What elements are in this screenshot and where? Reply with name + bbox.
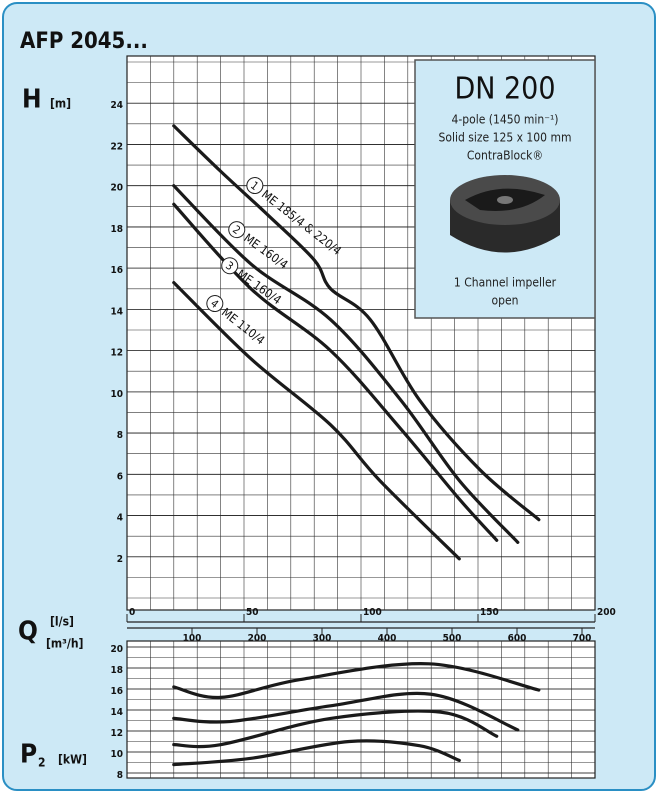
curve: [172, 662, 541, 700]
x2-tick-label: 300: [313, 633, 332, 644]
y-tick-label: 8: [117, 430, 123, 441]
curve: [172, 184, 520, 544]
y-tick-label: 8: [117, 770, 123, 781]
y-tick-label: 4: [117, 513, 123, 524]
info-line: Solid size 125 x 100 mm: [438, 131, 571, 145]
x-tick-label: 200: [597, 607, 616, 618]
y-axis-subscript: 2: [38, 756, 46, 770]
y-tick-label: 24: [110, 100, 123, 111]
x-tick-label: 50: [246, 607, 259, 618]
y-tick-label: 12: [110, 348, 123, 359]
y-tick-label: 18: [110, 224, 123, 235]
x-axis-unit: [l/s]: [50, 615, 74, 629]
y-tick-label: 22: [110, 141, 123, 152]
curve-label-circle: [246, 177, 264, 195]
x2-tick-label: 700: [573, 633, 592, 644]
y-tick-label: 16: [110, 686, 123, 697]
y-tick-label: 16: [110, 265, 123, 276]
y-tick-label: 10: [110, 389, 123, 400]
curve-label-circle: [221, 257, 239, 275]
info-caption: open: [492, 294, 519, 308]
y-axis-unit: [m]: [50, 97, 71, 111]
y-axis-title: P: [20, 740, 37, 770]
info-heading: DN 200: [454, 72, 555, 107]
y-tick-label: 10: [110, 749, 123, 760]
y-tick-label: 6: [117, 471, 123, 482]
info-box: DN 200 4-pole (1450 min⁻¹) Solid size 12…: [414, 59, 596, 319]
x2-tick-label: 500: [443, 633, 462, 644]
impeller-image: [450, 175, 560, 253]
y-axis-title: H: [22, 85, 42, 115]
x-tick-label: 150: [480, 607, 499, 618]
curve: [172, 709, 499, 749]
info-caption: 1 Channel impeller: [454, 276, 557, 290]
x2-tick-label: 100: [183, 633, 202, 644]
y-tick-label: 20: [110, 183, 123, 194]
x2-tick-label: 400: [378, 633, 397, 644]
curve: [172, 202, 499, 542]
y-tick-label: 18: [110, 665, 123, 676]
page-title: AFP 2045...: [20, 29, 148, 54]
y-tick-label: 12: [110, 728, 123, 739]
x2-axis-unit: [m³/h]: [46, 637, 84, 651]
curve: [172, 124, 541, 522]
y-tick-label: 2: [117, 554, 123, 565]
x-tick-label: 100: [363, 607, 382, 618]
y-axis-unit: [kW]: [58, 753, 87, 767]
info-line: ContraBlock®: [467, 149, 543, 163]
y-tick-label: 14: [110, 306, 123, 317]
curve: [172, 691, 520, 732]
curve-label-circle: [206, 295, 224, 313]
x2-tick-label: 600: [508, 633, 527, 644]
curve-label-circle: [228, 221, 246, 239]
y-tick-label: 14: [110, 707, 123, 718]
curve: [172, 280, 461, 561]
x2-tick-label: 200: [248, 633, 267, 644]
y-tick-label: 20: [110, 644, 123, 655]
x-axis-title: Q: [18, 617, 38, 647]
curve: [172, 739, 461, 767]
x-tick-label: 0: [129, 607, 135, 618]
info-line: 4-pole (1450 min⁻¹): [452, 113, 559, 127]
